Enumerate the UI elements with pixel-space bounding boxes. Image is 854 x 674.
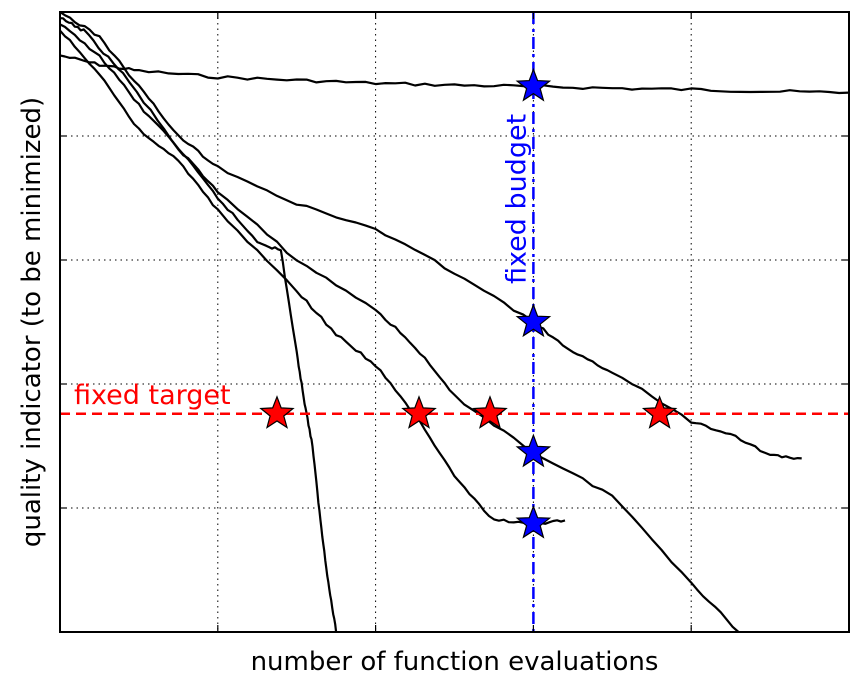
target-star-2 [401, 395, 437, 429]
series-line-2 [59, 17, 338, 633]
fixed-budget-label: fixed budget [501, 114, 532, 284]
x-axis-label: number of function evaluations [251, 647, 659, 674]
series-line-4 [59, 23, 740, 633]
markers [259, 67, 678, 539]
budget-star-3 [515, 433, 552, 468]
fixed-target-label: fixed target [74, 380, 231, 411]
y-axis-label: quality indicator (to be minimized) [17, 97, 47, 547]
performance-curves [59, 11, 850, 633]
series-line-1 [59, 54, 850, 95]
budget-star-2 [515, 303, 552, 338]
budget-star-1 [515, 67, 552, 102]
series-line-3 [59, 11, 802, 460]
plot-frame [59, 11, 850, 633]
series-line-5 [59, 29, 566, 526]
target-star-4 [641, 395, 678, 429]
budget-star-4 [515, 504, 552, 539]
ticks [59, 11, 850, 633]
grid [60, 12, 849, 632]
target-star-3 [472, 395, 508, 429]
target-star-1 [259, 395, 295, 429]
